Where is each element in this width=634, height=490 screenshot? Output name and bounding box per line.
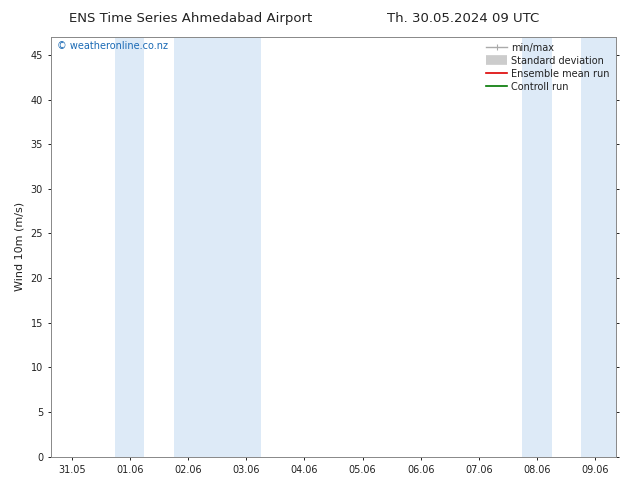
Bar [174, 37, 261, 457]
Y-axis label: Wind 10m (m/s): Wind 10m (m/s) [15, 202, 25, 292]
Bar [115, 37, 145, 457]
Text: ENS Time Series Ahmedabad Airport: ENS Time Series Ahmedabad Airport [68, 12, 312, 25]
Bar [581, 37, 616, 457]
Bar [522, 37, 552, 457]
Text: © weatheronline.co.nz: © weatheronline.co.nz [57, 41, 168, 51]
Legend: min/max, Standard deviation, Ensemble mean run, Controll run: min/max, Standard deviation, Ensemble me… [482, 39, 614, 96]
Text: Th. 30.05.2024 09 UTC: Th. 30.05.2024 09 UTC [387, 12, 539, 25]
